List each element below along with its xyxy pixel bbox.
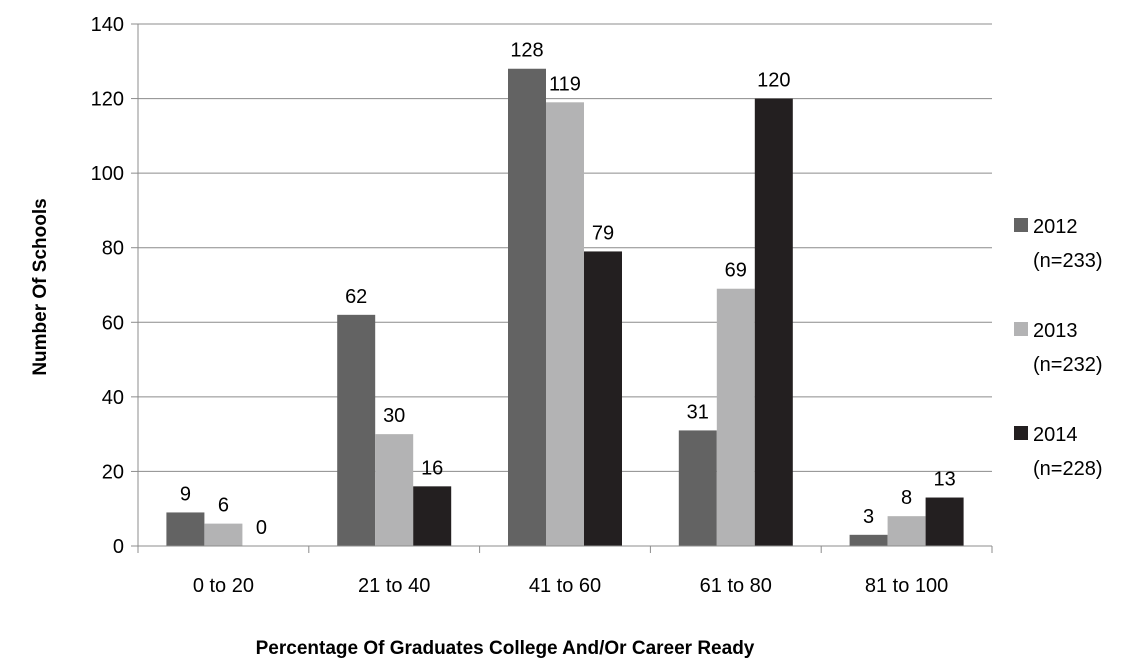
y-tick-label: 120 — [91, 89, 124, 111]
data-label-2012-1: 62 — [345, 286, 367, 308]
bar-2013-1 — [375, 434, 414, 546]
y-tick-label: 40 — [102, 387, 124, 409]
axes — [137, 24, 992, 547]
y-tick-label: 0 — [113, 536, 124, 558]
bar-2014-4 — [925, 497, 964, 546]
data-label-2014-2: 79 — [592, 222, 614, 244]
y-tick-label: 140 — [91, 14, 124, 36]
x-axis-ticks: 0 to 20 21 to 40 41 to 60 61 to 80 81 to 100 — [137, 546, 993, 597]
legend-swatch-2013 — [1014, 322, 1028, 336]
legend-label-2014: 2014 — [1033, 424, 1078, 446]
y-tick-label: 60 — [102, 312, 124, 334]
data-label-2013-3: 69 — [725, 260, 747, 282]
data-label-2012-4: 3 — [863, 506, 874, 528]
legend-label-2013: 2013 — [1033, 320, 1078, 342]
legend-label-2012: 2012 — [1033, 216, 1078, 238]
data-label-2012-3: 31 — [687, 401, 709, 423]
data-label-2014-4: 13 — [933, 469, 955, 491]
legend-swatch-2012 — [1014, 218, 1028, 232]
x-tick-label: 41 to 60 — [529, 575, 601, 597]
legend-swatch-2014 — [1014, 426, 1028, 440]
bar-2012-4 — [849, 534, 888, 546]
x-tick-label: 81 to 100 — [865, 575, 948, 597]
bar-2013-0 — [204, 523, 243, 546]
data-label-2013-4: 8 — [901, 487, 912, 509]
bar-2013-2 — [546, 102, 584, 547]
bar-2012-3 — [678, 430, 717, 546]
bar-2014-3 — [754, 98, 793, 547]
data-label-2014-0: 0 — [256, 517, 267, 539]
legend: 2012 (n=233) 2013 (n=232) 2014 (n=228) — [1014, 216, 1103, 480]
data-label-2013-2: 119 — [549, 73, 581, 95]
y-axis-ticks: 0 20 40 60 80 100 120 140 — [91, 14, 138, 558]
bar-2013-4 — [887, 516, 926, 546]
bars — [166, 68, 964, 547]
bar-2014-2 — [584, 251, 622, 546]
data-label-2014-3: 120 — [757, 70, 790, 92]
y-tick-label: 20 — [102, 461, 124, 483]
data-label-2014-1: 16 — [421, 457, 443, 479]
bar-2012-1 — [337, 314, 376, 546]
data-label-2012-2: 128 — [510, 40, 543, 62]
legend-sublabel-2012: (n=233) — [1033, 250, 1103, 272]
legend-sublabel-2013: (n=232) — [1033, 354, 1103, 376]
bar-2013-3 — [716, 288, 755, 546]
data-label-2013-0: 6 — [218, 495, 229, 517]
y-tick-label: 100 — [91, 163, 124, 185]
x-tick-label: 61 to 80 — [700, 575, 772, 597]
bar-2014-1 — [413, 486, 452, 546]
y-axis-title: Number Of Schools — [30, 198, 51, 375]
x-tick-label: 21 to 40 — [358, 575, 430, 597]
bar-2012-2 — [508, 68, 546, 546]
y-tick-label: 80 — [102, 238, 124, 260]
legend-sublabel-2014: (n=228) — [1033, 458, 1103, 480]
x-axis-title: Percentage Of Graduates College And/Or C… — [256, 638, 755, 659]
bar-2012-0 — [166, 512, 205, 546]
data-label-2013-1: 30 — [383, 405, 405, 427]
data-labels: 9 6 0 62 30 16 128 119 79 31 69 120 3 8 13 — [180, 40, 956, 539]
x-tick-label: 0 to 20 — [193, 575, 254, 597]
data-label-2012-0: 9 — [180, 483, 191, 505]
